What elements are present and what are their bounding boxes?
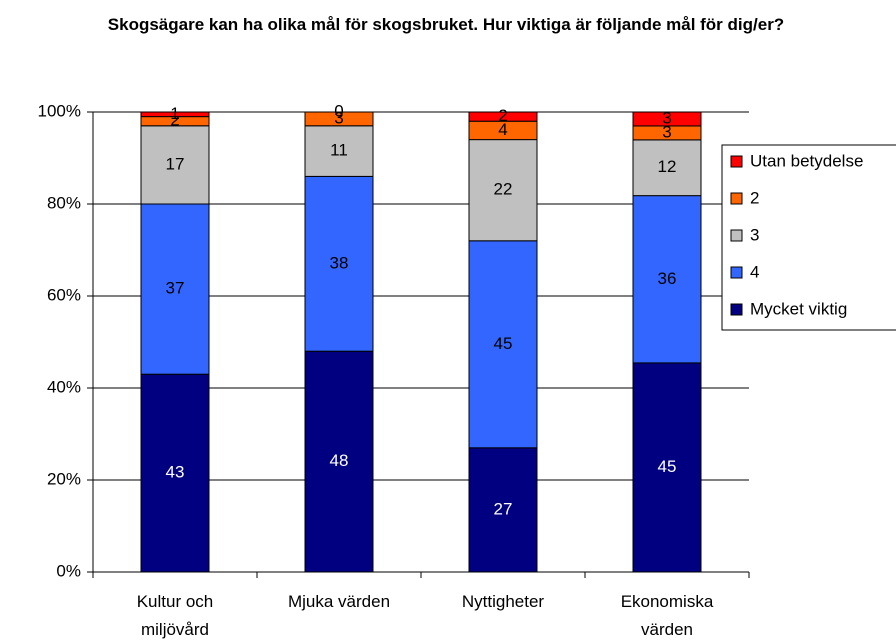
data-label: 3	[334, 108, 343, 127]
y-tick-label: 20%	[47, 469, 81, 488]
bar-segment	[632, 111, 702, 127]
legend-label: 4	[750, 262, 759, 281]
legend-label: Utan betydelse	[750, 151, 863, 170]
legend-label: 3	[750, 225, 759, 244]
data-label: 4	[498, 120, 507, 139]
x-tick-label: Kultur och miljövård	[136, 592, 214, 639]
data-label: 3	[662, 108, 671, 127]
legend-swatch	[730, 192, 743, 205]
x-tick-label: Mjuka värden	[287, 592, 391, 611]
x-tick-label: Ekonomiska värden	[620, 592, 714, 639]
legend-box	[721, 144, 896, 331]
data-label: 45	[494, 334, 513, 353]
data-label: 0	[334, 101, 343, 120]
data-label: 48	[330, 451, 349, 470]
data-label: 27	[494, 499, 513, 518]
bar-segment	[304, 125, 374, 177]
bar-segment	[632, 362, 702, 573]
legend-label: 2	[750, 188, 759, 207]
legend-swatch	[730, 266, 743, 279]
bar-segment	[468, 139, 538, 242]
bar-segment	[304, 175, 374, 352]
data-label: 2	[498, 106, 507, 125]
legend-label: Mycket viktig	[750, 299, 847, 318]
data-label: 11	[330, 141, 348, 160]
y-tick-label: 40%	[47, 377, 81, 396]
y-tick-label: 100%	[38, 101, 81, 120]
bar-segment	[468, 111, 538, 122]
data-label: 2	[170, 111, 179, 130]
data-label: 12	[658, 157, 677, 176]
legend-swatch	[730, 155, 743, 168]
y-tick-label: 80%	[47, 193, 81, 212]
x-tick-label: Nyttigheter	[461, 592, 545, 611]
legend-swatch	[730, 303, 743, 316]
data-label: 17	[166, 154, 185, 173]
bar-segment	[632, 139, 702, 197]
bar-segment	[304, 111, 374, 127]
data-label: 1	[170, 104, 179, 123]
data-label: 38	[330, 253, 349, 272]
bar-segment	[468, 240, 538, 449]
bar-segment	[304, 350, 374, 573]
bar-segment	[632, 195, 702, 364]
data-label: 3	[662, 122, 671, 141]
y-tick-label: 60%	[47, 285, 81, 304]
y-tick-label: 0%	[56, 561, 81, 580]
chart-title: Skogsägare kan ha olika mål för skogsbru…	[107, 15, 785, 34]
legend-swatch	[730, 229, 743, 242]
bar-segment	[140, 111, 210, 118]
bar-segment	[468, 447, 538, 573]
data-label: 45	[658, 457, 677, 476]
data-label: 37	[166, 279, 185, 298]
data-label: 36	[658, 269, 677, 288]
data-label: 43	[166, 463, 185, 482]
data-label: 22	[494, 180, 513, 199]
